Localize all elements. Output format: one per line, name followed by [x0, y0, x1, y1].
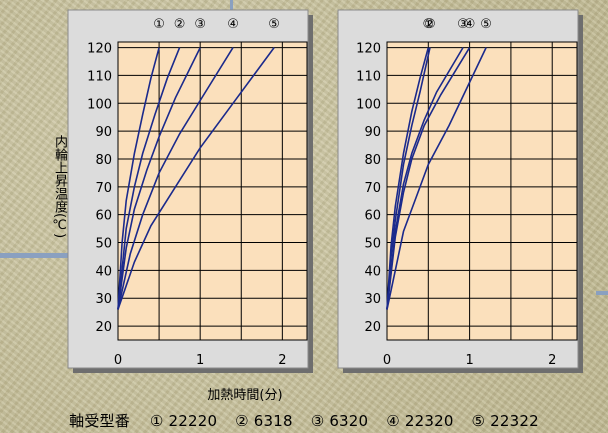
x-tick-label: 1: [196, 353, 204, 368]
y-tick-label: 30: [364, 292, 381, 307]
x-axis-label: 加熱時間(分): [207, 388, 283, 403]
series-label: ④: [227, 17, 239, 32]
series-label: ③: [194, 17, 206, 32]
series-label: ④: [464, 17, 476, 32]
series-line: [117, 47, 275, 310]
x-tick-label: 2: [548, 353, 556, 368]
y-tick-label: 110: [87, 69, 112, 84]
x-tick-label: 0: [114, 353, 122, 368]
x-tick-label: 0: [383, 353, 391, 368]
y-axis-label-wrap: 内輪上昇温度(℃): [50, 135, 70, 255]
bearing-model-caption: 軸受型番 ① 22220 ② 6318 ③ 6320 ④ 22320 ⑤ 223…: [0, 410, 608, 431]
series-line: [386, 47, 431, 310]
y-tick-label: 50: [364, 237, 381, 252]
y-tick-label: 80: [95, 153, 112, 168]
y-tick-label: 120: [87, 42, 112, 57]
y-tick-label: 40: [95, 264, 112, 279]
decorative-line: [230, 0, 233, 14]
y-axis-label: 内輪上昇温度(℃): [52, 135, 67, 239]
series-label: ①: [422, 17, 434, 32]
series-label: ②: [424, 17, 436, 32]
y-tick-label: 70: [364, 181, 381, 196]
y-tick-label: 90: [95, 125, 112, 140]
y-tick-label: 70: [95, 181, 112, 196]
caption-item: ① 22220: [149, 412, 218, 430]
series-line: [386, 47, 471, 310]
series-label: ⑤: [268, 17, 280, 32]
y-tick-label: 20: [95, 320, 112, 335]
caption-item: ③ 6320: [310, 412, 369, 430]
plot-area: [386, 41, 578, 341]
y-tick-label: 120: [356, 42, 381, 57]
series-line: [386, 47, 464, 310]
decorative-line: [596, 291, 608, 295]
series-label: ①: [153, 17, 165, 32]
x-tick-label: 1: [465, 353, 473, 368]
y-tick-label: 50: [95, 237, 112, 252]
series-line: [117, 47, 234, 310]
y-tick-label: 100: [87, 97, 112, 112]
series-label: ⑤: [480, 17, 492, 32]
series-line: [117, 47, 181, 310]
caption-prefix: 軸受型番: [69, 412, 130, 430]
y-tick-label: 90: [364, 125, 381, 140]
decorative-line: [0, 253, 75, 258]
caption-item: ④ 22320: [386, 412, 454, 430]
series-line: [117, 47, 160, 310]
series-line: [386, 47, 430, 310]
y-tick-label: 20: [364, 320, 381, 335]
y-tick-label: 30: [95, 292, 112, 307]
series-label: ③: [457, 17, 469, 32]
y-tick-label: 80: [364, 153, 381, 168]
y-tick-label: 110: [356, 69, 381, 84]
y-tick-label: 40: [364, 264, 381, 279]
series-label: ②: [174, 17, 186, 32]
y-tick-label: 100: [356, 97, 381, 112]
plot-area: [117, 41, 308, 341]
series-line: [117, 47, 201, 310]
y-tick-label: 60: [364, 209, 381, 224]
y-tick-label: 60: [95, 209, 112, 224]
series-line: [386, 47, 487, 310]
x-tick-label: 2: [278, 353, 286, 368]
caption-item: ② 6318: [235, 412, 293, 430]
caption-item: ⑤ 22322: [471, 412, 539, 430]
